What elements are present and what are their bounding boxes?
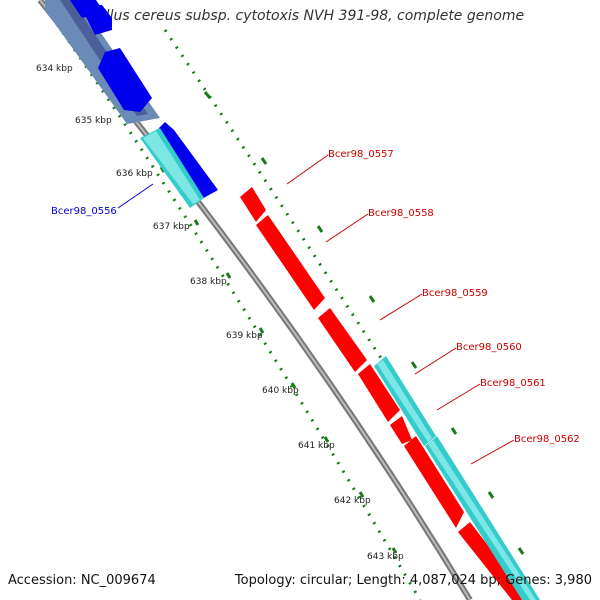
- ruler-labels: 634 kbp 635 kbp 636 kbp 637 kbp 638 kbp …: [36, 64, 404, 562]
- cds-bcer98-0557: [240, 187, 266, 222]
- gene-label-bcer98-0557[interactable]: Bcer98_0557: [328, 149, 394, 160]
- gene-label-bcer98-0560[interactable]: Bcer98_0560: [456, 342, 522, 353]
- ruler-label-639: 639 kbp: [226, 331, 263, 341]
- inner-tick-ruler: [38, 0, 422, 600]
- ruler-label-635: 635 kbp: [75, 116, 112, 126]
- cds-bcer98-0559: [318, 308, 367, 372]
- map-title: Bacillus cereus subsp. cytotoxis NVH 391…: [75, 8, 525, 24]
- ruler-label-641: 641 kbp: [298, 441, 335, 451]
- cds-bcer98-0560: [358, 364, 400, 422]
- gene-labels: Bcer98_0556 Bcer98_0557 Bcer98_0558 Bcer…: [51, 149, 580, 445]
- cds-cyan-highlight-c: [428, 440, 536, 600]
- ruler-label-638: 638 kbp: [190, 277, 227, 287]
- topology-text: Topology: circular; Length: 4,087,024 bp…: [234, 573, 592, 588]
- cds-bcer98-0561: [390, 416, 412, 444]
- ruler-label-634: 634 kbp: [36, 64, 73, 74]
- cds-bcer98-0558: [256, 215, 325, 310]
- gene-label-bcer98-0562[interactable]: Bcer98_0562: [514, 434, 580, 445]
- outer-cyan-genes: [374, 356, 540, 600]
- cds-blue-arrow-top-b: [70, 0, 104, 18]
- ruler-label-640: 640 kbp: [262, 386, 299, 396]
- cds-blue-arrow-c: [156, 122, 218, 200]
- cds-blue-arrow-b: [98, 48, 152, 112]
- reverse-strand-genes: [45, 0, 218, 208]
- ruler-label-643: 643 kbp: [367, 552, 404, 562]
- outer-tick-ruler: [163, 29, 540, 600]
- gene-label-bcer98-0558[interactable]: Bcer98_0558: [368, 208, 434, 219]
- cds-cyan-highlight-b: [377, 360, 432, 442]
- gene-label-bcer98-0561[interactable]: Bcer98_0561: [480, 378, 546, 389]
- outer-kbp-ticks: [203, 91, 525, 555]
- gene-label-bcer98-0556[interactable]: Bcer98_0556: [51, 206, 117, 217]
- cds-bcer98-0562: [404, 436, 464, 528]
- ruler-label-636: 636 kbp: [116, 169, 153, 179]
- label-connectors: [117, 154, 515, 465]
- gene-label-bcer98-0559[interactable]: Bcer98_0559: [422, 288, 488, 299]
- cds-cyan-highlight-a: [143, 131, 200, 204]
- forward-strand-genes: [240, 187, 530, 600]
- ruler-label-637: 637 kbp: [153, 222, 190, 232]
- accession-text: Accession: NC_009674: [8, 573, 156, 588]
- ruler-label-642: 642 kbp: [334, 496, 371, 506]
